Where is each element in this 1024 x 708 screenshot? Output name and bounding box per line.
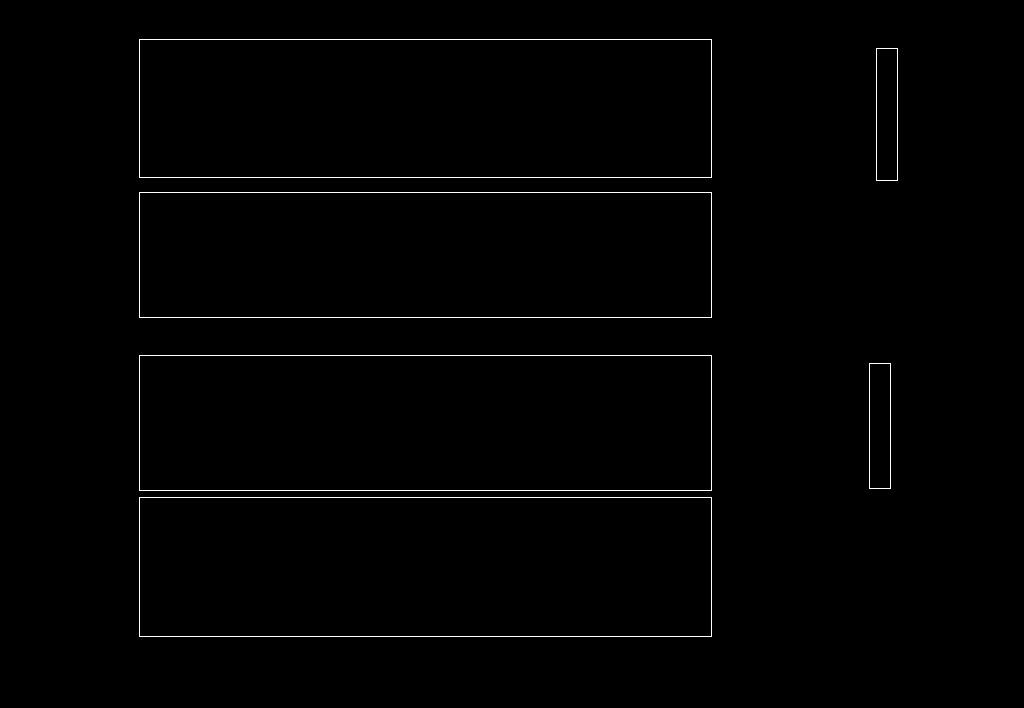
panel3-plot-frame[interactable] [139,355,712,491]
panel2-plot-frame[interactable] [139,192,712,318]
panel4-plot-frame[interactable] [139,497,712,637]
panel3-colorbar [869,363,891,489]
panel1-plot-frame[interactable] [139,39,712,178]
panel1-colorbar [876,48,898,181]
